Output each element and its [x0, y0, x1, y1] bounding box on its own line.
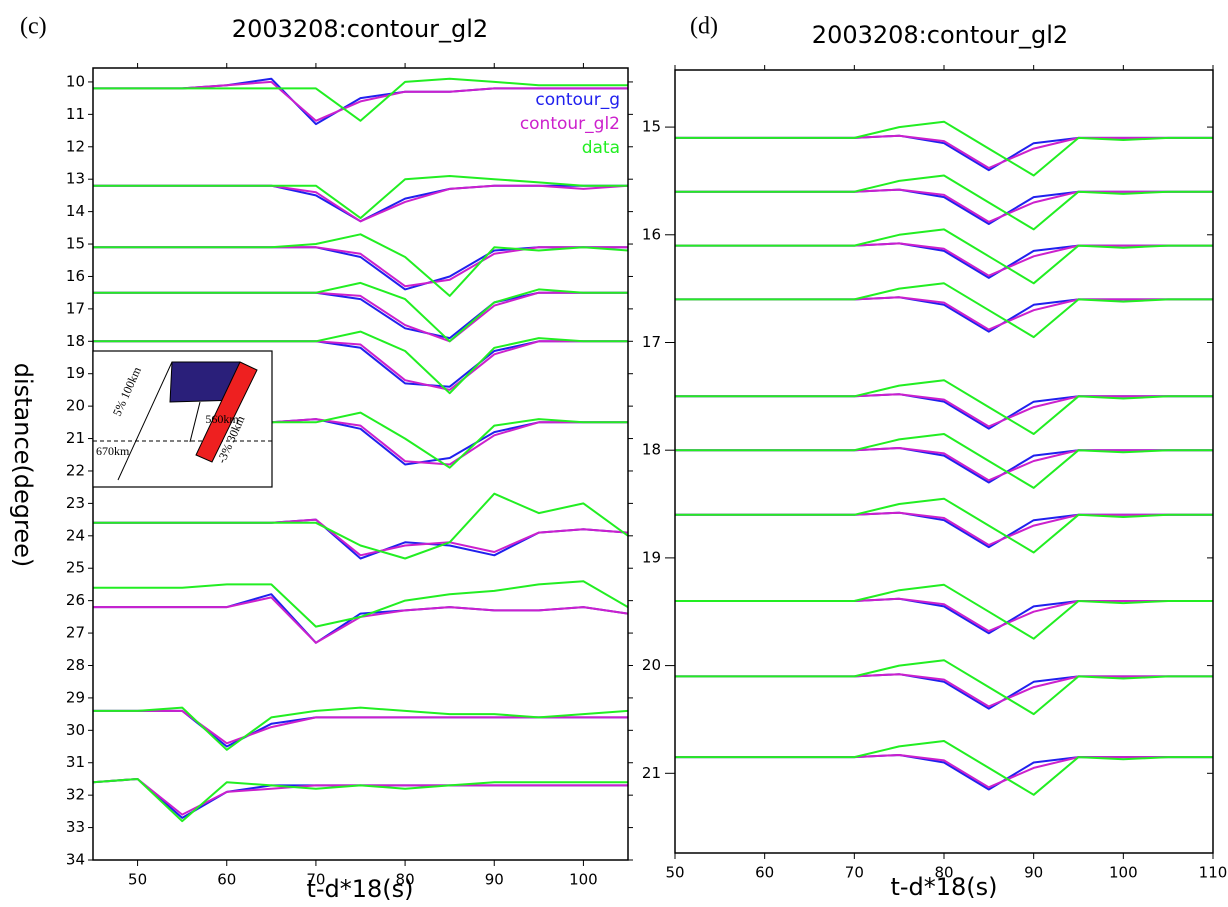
- legend-entry: contour_g: [535, 90, 620, 110]
- y-tick-label: 21: [66, 429, 85, 447]
- x-tick-label: 90: [1024, 864, 1043, 882]
- x-axis-label: t-d*18(s): [890, 873, 997, 901]
- trace: [675, 740, 1213, 796]
- x-tick-label: 100: [1109, 864, 1138, 882]
- trace: [675, 120, 1213, 177]
- x-tick-label: 100: [569, 871, 598, 889]
- y-axis-label: distance(degree): [9, 363, 37, 568]
- x-tick-label: 70: [306, 871, 325, 889]
- x-tick-label: 80: [934, 864, 953, 882]
- trace: [675, 659, 1213, 716]
- y-tick-label: 17: [66, 299, 85, 317]
- trace: [93, 492, 628, 560]
- y-tick-label: 15: [642, 118, 661, 136]
- y-tick-label: 30: [66, 721, 85, 739]
- trace: [93, 246, 628, 288]
- x-tick-label: 110: [1199, 864, 1228, 882]
- x-tick-label: 90: [485, 871, 504, 889]
- trace: [675, 583, 1213, 640]
- y-tick-label: 18: [642, 441, 661, 459]
- y-tick-label: 15: [66, 235, 85, 253]
- trace: [93, 518, 628, 560]
- legend-entry: contour_gl2: [520, 114, 620, 134]
- y-tick-label: 25: [66, 559, 85, 577]
- inset-edge: [117, 361, 173, 481]
- y-tick-label: 27: [66, 624, 85, 642]
- x-tick-label: 50: [128, 871, 147, 889]
- x-tick-label: 60: [217, 871, 236, 889]
- legend-entry: data: [582, 138, 620, 158]
- y-tick-label: 32: [66, 786, 85, 804]
- y-tick-label: 20: [642, 656, 661, 674]
- trace: [675, 379, 1213, 435]
- trace: [93, 175, 628, 220]
- y-tick-label: 16: [642, 225, 661, 243]
- trace: [675, 282, 1213, 339]
- y-tick-label: 31: [66, 753, 85, 771]
- trace: [93, 580, 628, 628]
- y-tick-label: 23: [66, 494, 85, 512]
- y-tick-label: 26: [66, 591, 85, 609]
- y-tick-label: 21: [642, 764, 661, 782]
- chart-title: 2003208:contour_gl2: [812, 21, 1068, 49]
- panel-label: (c): [20, 14, 47, 40]
- plot-frame: [674, 69, 1214, 854]
- x-tick-label: 80: [396, 871, 415, 889]
- x-tick-label: 70: [845, 864, 864, 882]
- trace: [675, 497, 1213, 554]
- trace: [93, 778, 628, 823]
- y-tick-label: 19: [66, 364, 85, 382]
- y-tick-label: 12: [66, 137, 85, 155]
- x-axis-label: t-d*18(s): [306, 875, 413, 903]
- chart-title: 2003208:contour_gl2: [232, 15, 488, 43]
- trace: [93, 518, 628, 557]
- trace: [675, 433, 1213, 489]
- trace: [93, 184, 628, 223]
- trace: [93, 184, 628, 223]
- y-tick-label: 22: [66, 461, 85, 479]
- y-tick-label: 16: [66, 267, 85, 285]
- y-tick-label: 10: [66, 72, 85, 90]
- inset-slab-red: [195, 361, 258, 463]
- y-tick-label: 28: [66, 656, 85, 674]
- trace: [93, 596, 628, 644]
- y-tick-label: 11: [66, 105, 85, 123]
- trace: [93, 593, 628, 644]
- y-tick-label: 19: [642, 548, 661, 566]
- trace: [675, 228, 1213, 285]
- y-tick-label: 17: [642, 333, 661, 351]
- trace: [93, 330, 628, 395]
- inset-label: 670km: [96, 444, 130, 458]
- panel: (d) 2003208:contour_gl2 t-d*18(s) 15 16 17 18 1…: [642, 14, 1227, 902]
- y-tick-label: 33: [66, 818, 85, 836]
- traces: [675, 120, 1213, 796]
- inset-label: 560km: [205, 412, 239, 426]
- trace: [93, 281, 628, 343]
- y-tick-label: 24: [66, 526, 85, 544]
- x-tick-label: 60: [755, 864, 774, 882]
- y-tick-label: 13: [66, 170, 85, 188]
- inset-edge: [189, 401, 201, 443]
- y-tick-label: 18: [66, 332, 85, 350]
- trace: [93, 233, 628, 297]
- trace: [93, 77, 628, 122]
- x-tick-label: 50: [665, 864, 684, 882]
- panel-label: (d): [690, 14, 718, 40]
- y-tick-label: 29: [66, 688, 85, 706]
- trace: [675, 174, 1213, 231]
- trace: [93, 706, 628, 751]
- y-tick-label: 14: [66, 202, 85, 220]
- y-tick-label: 34: [66, 851, 85, 869]
- y-tick-label: 20: [66, 397, 85, 415]
